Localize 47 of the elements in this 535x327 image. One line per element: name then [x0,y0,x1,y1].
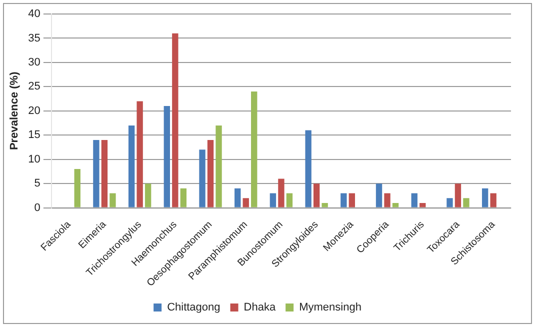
bar [376,184,382,208]
y-tick-label: 10 [28,153,40,166]
y-axis-title: Prevalence (%) [8,71,21,150]
bar [286,193,293,208]
y-tick-label: 0 [34,202,40,214]
bar [164,106,170,208]
bar [278,178,284,208]
y-tick-label: 35 [28,32,40,44]
y-tick-label: 5 [34,178,40,190]
bar [411,193,418,208]
legend-label: Mymensingh [299,302,362,314]
bar [216,125,222,208]
bar [242,198,249,208]
bar [490,193,496,208]
bar [340,193,347,208]
bar [322,202,328,208]
bar [348,193,356,208]
bar [93,140,100,208]
legend-label: Chittagong [167,302,220,314]
bar [144,184,152,208]
bar [454,184,462,208]
bar [128,125,135,208]
bar [172,33,178,208]
bar [420,202,426,208]
bar [392,202,399,208]
y-tick-label: 15 [28,129,40,142]
bar [305,130,312,208]
y-tick-label: 40 [28,8,40,20]
bar [251,92,258,208]
bar [74,169,80,208]
bar [207,140,214,208]
bar [136,101,143,208]
y-tick-label: 30 [28,56,40,68]
legend-label: Dhaka [244,302,276,314]
bar [482,188,488,208]
bar [270,193,276,208]
y-tick-label: 20 [28,104,40,117]
bar [234,188,241,208]
bar [199,150,206,208]
bar [180,188,187,208]
y-tick-label: 25 [28,80,40,93]
bar [446,198,453,208]
bar [313,184,320,208]
bar [384,193,390,208]
bar [110,193,116,208]
bar [101,140,108,208]
bar [463,198,470,208]
